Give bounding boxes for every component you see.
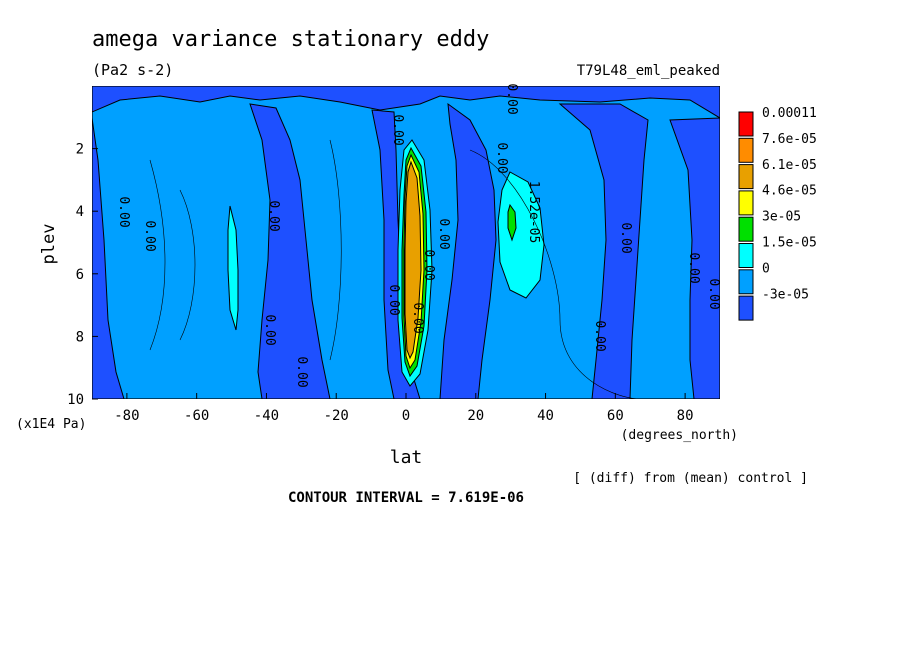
x-axis-label: lat xyxy=(390,447,423,468)
colorbar: 0.00011 7.6e-05 6.1e-05 4.6e-05 3e-05 1.5e-05… xyxy=(738,106,817,321)
x-tick-label: 0 xyxy=(402,408,410,424)
contour-label: 0.00 xyxy=(421,249,436,280)
contour-label: 0.00 xyxy=(436,218,451,249)
y-tick-label: 8 xyxy=(76,329,84,345)
units-label: (Pa2 s-2) xyxy=(92,61,173,79)
y-axis: 2 4 6 8 10 xyxy=(67,142,98,408)
chart-title: amega variance stationary eddy xyxy=(92,27,489,52)
y-tick-label: 10 xyxy=(67,392,84,408)
colorbar-swatch xyxy=(738,216,754,242)
y-tick-label: 4 xyxy=(76,204,84,220)
colorbar-level-label: 6.1e-05 xyxy=(762,158,817,173)
contour-label: 0.00 xyxy=(504,83,519,114)
negative-region-20n xyxy=(439,102,497,399)
diff-note: [ (diff) from (mean) control ] xyxy=(573,471,808,486)
x-units-label: (degrees_north) xyxy=(621,428,738,443)
contour-label: 1.52e-05 xyxy=(526,181,541,244)
colorbar-level-label: 3e-05 xyxy=(762,210,801,225)
contour-label: 0.00 xyxy=(706,278,721,309)
y-tick-label: 6 xyxy=(76,267,84,283)
x-tick-label: -60 xyxy=(184,408,209,424)
contour-label: 0.00 xyxy=(410,302,425,333)
x-tick-label: 60 xyxy=(607,408,624,424)
colorbar-level-label: 4.6e-05 xyxy=(762,184,817,199)
colorbar-level-label: 1.5e-05 xyxy=(762,236,817,251)
x-tick-label: -40 xyxy=(254,408,279,424)
negative-region-minus50 xyxy=(249,103,331,399)
y-axis-label: plev xyxy=(39,224,59,265)
colorbar-level-label: 0 xyxy=(762,261,770,276)
contour-label: 0.00 xyxy=(592,320,607,351)
contour-label: 0.00 xyxy=(386,284,401,315)
x-axis: -80 -60 -40 -20 0 20 40 60 80 xyxy=(114,393,694,424)
colorbar-swatch xyxy=(738,137,754,163)
colorbar-level-label: -3e-05 xyxy=(762,287,809,302)
y-tick-label: 2 xyxy=(76,142,84,158)
contour-label: 0.00 xyxy=(618,222,633,253)
negative-region-sh-pole xyxy=(92,117,125,399)
colorbar-swatch xyxy=(738,243,754,268)
negative-region-north-top xyxy=(92,86,720,119)
positive-region-30n xyxy=(497,171,545,299)
colorbar-swatch xyxy=(738,111,754,137)
colorbar-level-label: 0.00011 xyxy=(762,106,817,121)
contour-label: 0.00 xyxy=(116,196,131,227)
negative-region-55n xyxy=(558,103,649,399)
colorbar-level-label: 7.6e-05 xyxy=(762,132,817,147)
contour-label: 0.00 xyxy=(686,252,701,283)
positive-region-minus48 xyxy=(227,205,239,331)
contour-label: 0.00 xyxy=(262,314,277,345)
x-tick-label: 40 xyxy=(537,408,554,424)
contour-labels: 0.000.000.000.000.000.000.000.000.000.00… xyxy=(116,83,721,387)
x-tick-label: -20 xyxy=(324,408,349,424)
contour-label: 0.00 xyxy=(294,356,309,387)
colorbar-swatch xyxy=(738,190,754,216)
run-label: T79L48_eml_peaked xyxy=(577,63,720,79)
contour-interval: CONTOUR INTERVAL = 7.619E-06 xyxy=(288,490,524,506)
colorbar-swatch xyxy=(738,164,754,190)
negative-region-nh-pole xyxy=(669,117,720,399)
plot-area xyxy=(92,86,720,399)
contour-label: 0.00 xyxy=(390,114,405,145)
x-tick-label: 80 xyxy=(677,408,694,424)
max-region-30n xyxy=(507,203,517,242)
equatorial-orange xyxy=(404,160,422,360)
x-tick-label: -80 xyxy=(114,408,139,424)
x-tick-label: 20 xyxy=(467,408,484,424)
negative-region-equator-south xyxy=(371,109,421,399)
contour-label: 0.00 xyxy=(494,142,509,173)
colorbar-swatch xyxy=(738,269,754,295)
contour-label: 0.00 xyxy=(142,220,157,251)
y-scale-note: (x1E4 Pa) xyxy=(16,417,86,432)
colorbar-swatch xyxy=(738,295,754,321)
contour-label: 0.00 xyxy=(266,200,281,231)
contour-line xyxy=(149,139,641,399)
